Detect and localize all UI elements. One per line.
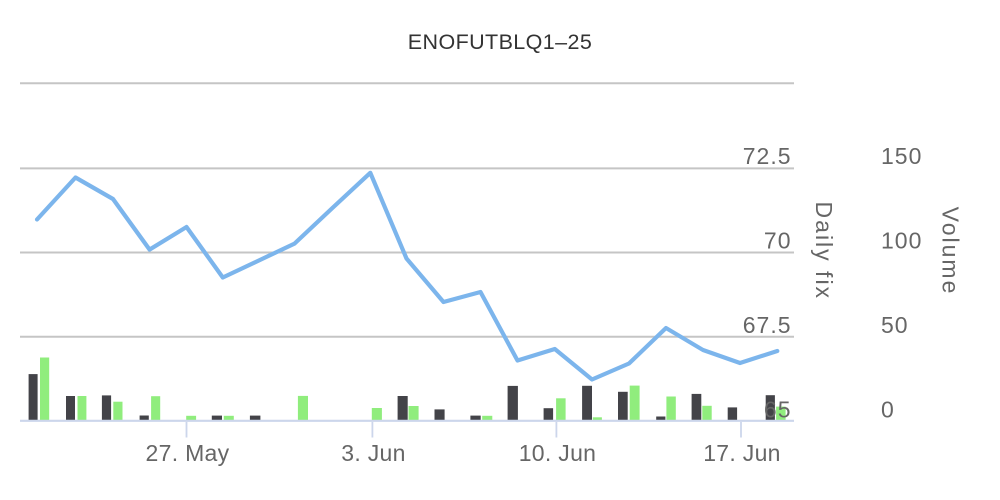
svg-text:27. May: 27. May (146, 440, 230, 466)
svg-text:65: 65 (764, 397, 792, 423)
svg-text:67.5: 67.5 (743, 312, 792, 338)
svg-text:100: 100 (881, 228, 922, 254)
svg-text:ENOFUTBLQ1–25: ENOFUTBLQ1–25 (408, 30, 592, 54)
svg-text:150: 150 (881, 143, 922, 169)
svg-text:50: 50 (881, 312, 909, 338)
svg-text:0: 0 (881, 397, 895, 423)
svg-text:Volume: Volume (937, 207, 963, 296)
svg-text:72.5: 72.5 (743, 143, 792, 169)
svg-text:17. Jun: 17. Jun (703, 440, 781, 466)
svg-text:70: 70 (764, 228, 792, 254)
svg-text:Daily fix: Daily fix (811, 202, 837, 301)
svg-text:10. Jun: 10. Jun (519, 440, 597, 466)
svg-text:3. Jun: 3. Jun (341, 440, 405, 466)
